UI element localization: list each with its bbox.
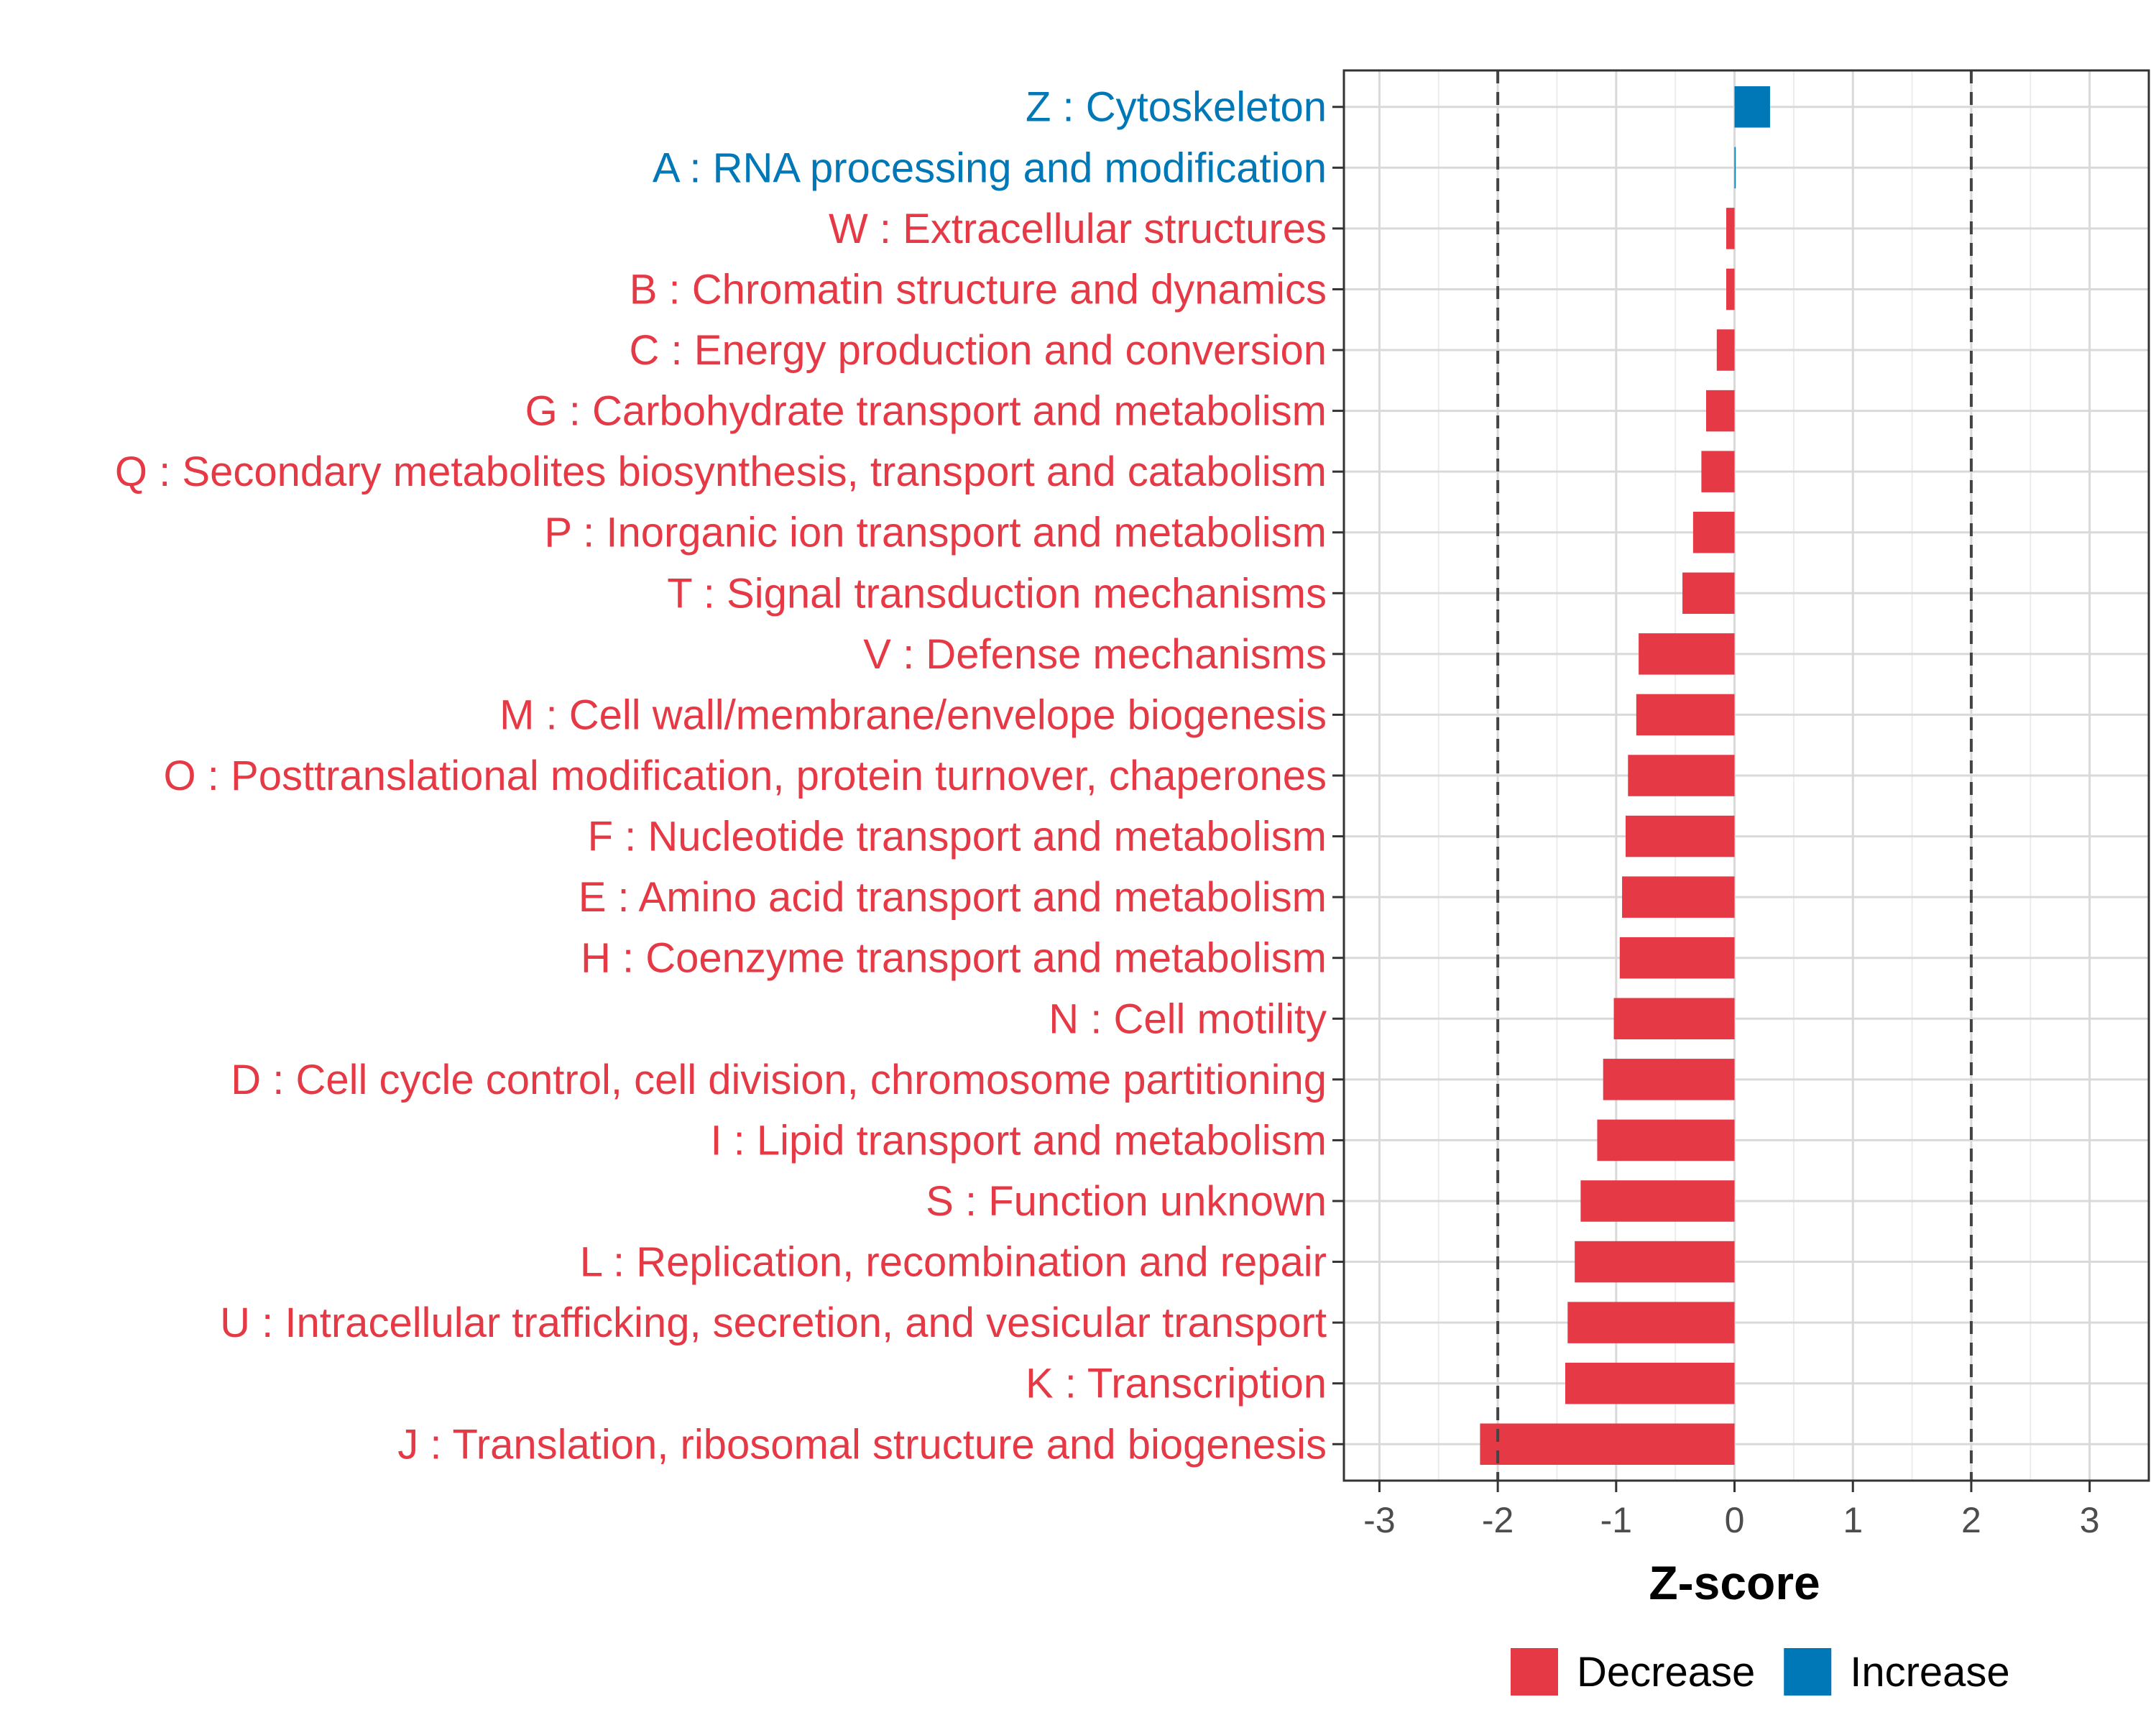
bar — [1682, 572, 1735, 615]
legend-label: Increase — [1850, 1649, 2009, 1696]
category-label: H : Coenzyme transport and metabolism — [581, 935, 1327, 982]
category-label: M : Cell wall/membrane/envelope biogenes… — [499, 691, 1327, 738]
category-label: G : Carbohydrate transport and metabolis… — [525, 388, 1327, 435]
category-label: B : Chromatin structure and dynamics — [630, 266, 1327, 313]
category-label: F : Nucleotide transport and metabolism — [588, 814, 1327, 860]
x-tick-label: 1 — [1843, 1500, 1863, 1540]
bar — [1692, 511, 1735, 553]
category-label: A : RNA processing and modification — [653, 144, 1327, 191]
bar — [1716, 329, 1735, 371]
legend-swatch — [1784, 1648, 1832, 1696]
x-tick-label: 3 — [2080, 1500, 2100, 1540]
bar — [1726, 208, 1735, 249]
bar — [1597, 1119, 1735, 1162]
category-label: C : Energy production and conversion — [630, 327, 1327, 374]
bar — [1626, 815, 1735, 857]
x-tick-label: -1 — [1600, 1500, 1632, 1540]
x-tick-label: 2 — [1961, 1500, 1981, 1540]
bar — [1603, 1059, 1735, 1100]
bar — [1636, 694, 1735, 736]
bar — [1701, 451, 1735, 492]
category-label: O : Posttranslational modification, prot… — [164, 753, 1327, 799]
bar — [1613, 998, 1735, 1040]
category-label: E : Amino acid transport and metabolism — [579, 874, 1327, 921]
x-tick-label: 0 — [1725, 1500, 1745, 1540]
bar — [1706, 390, 1735, 432]
bar — [1628, 755, 1735, 796]
bar — [1480, 1423, 1735, 1466]
legend-label: Decrease — [1577, 1649, 1755, 1696]
category-label: U : Intracellular trafficking, secretion… — [220, 1300, 1327, 1346]
x-tick-label: -3 — [1363, 1500, 1395, 1540]
bar — [1734, 147, 1736, 189]
bar — [1734, 86, 1770, 128]
category-label: P : Inorganic ion transport and metaboli… — [544, 510, 1327, 556]
legend-swatch — [1511, 1648, 1558, 1696]
category-labels: Z : Cytoskeleton A : RNA processing and m… — [115, 84, 1327, 1468]
category-label: I : Lipid transport and metabolism — [710, 1117, 1327, 1164]
category-label: K : Transcription — [1026, 1361, 1327, 1407]
x-tick-label: -2 — [1482, 1500, 1514, 1540]
category-label: Q : Secondary metabolites biosynthesis, … — [115, 448, 1327, 495]
grid-layer — [1344, 70, 2149, 1481]
bar-layer — [1480, 86, 1770, 1466]
bar — [1619, 937, 1735, 979]
bar — [1622, 876, 1735, 918]
bar — [1639, 633, 1735, 675]
category-label: W : Extracellular structures — [829, 206, 1327, 252]
category-label: Z : Cytoskeleton — [1026, 84, 1327, 131]
bar — [1575, 1241, 1735, 1283]
category-label: N : Cell motility — [1049, 995, 1327, 1042]
axis-layer: -3 -2 -1 0 1 2 3 — [1332, 69, 2150, 1540]
legend: Decrease Increase — [1511, 1648, 2010, 1696]
category-label: L : Replication, recombination and repai… — [580, 1239, 1327, 1286]
category-label: T : Signal transduction mechanisms — [667, 570, 1327, 617]
category-label: V : Defense mechanisms — [863, 631, 1327, 678]
bar — [1567, 1302, 1735, 1343]
category-label: S : Function unknown — [926, 1178, 1327, 1225]
bar — [1726, 268, 1735, 310]
category-label: D : Cell cycle control, cell division, c… — [231, 1057, 1327, 1103]
x-axis-title: Z-score — [1649, 1556, 1820, 1609]
category-label: J : Translation, ribosomal structure and… — [397, 1421, 1327, 1468]
bar — [1565, 1362, 1735, 1404]
bar — [1580, 1180, 1735, 1222]
